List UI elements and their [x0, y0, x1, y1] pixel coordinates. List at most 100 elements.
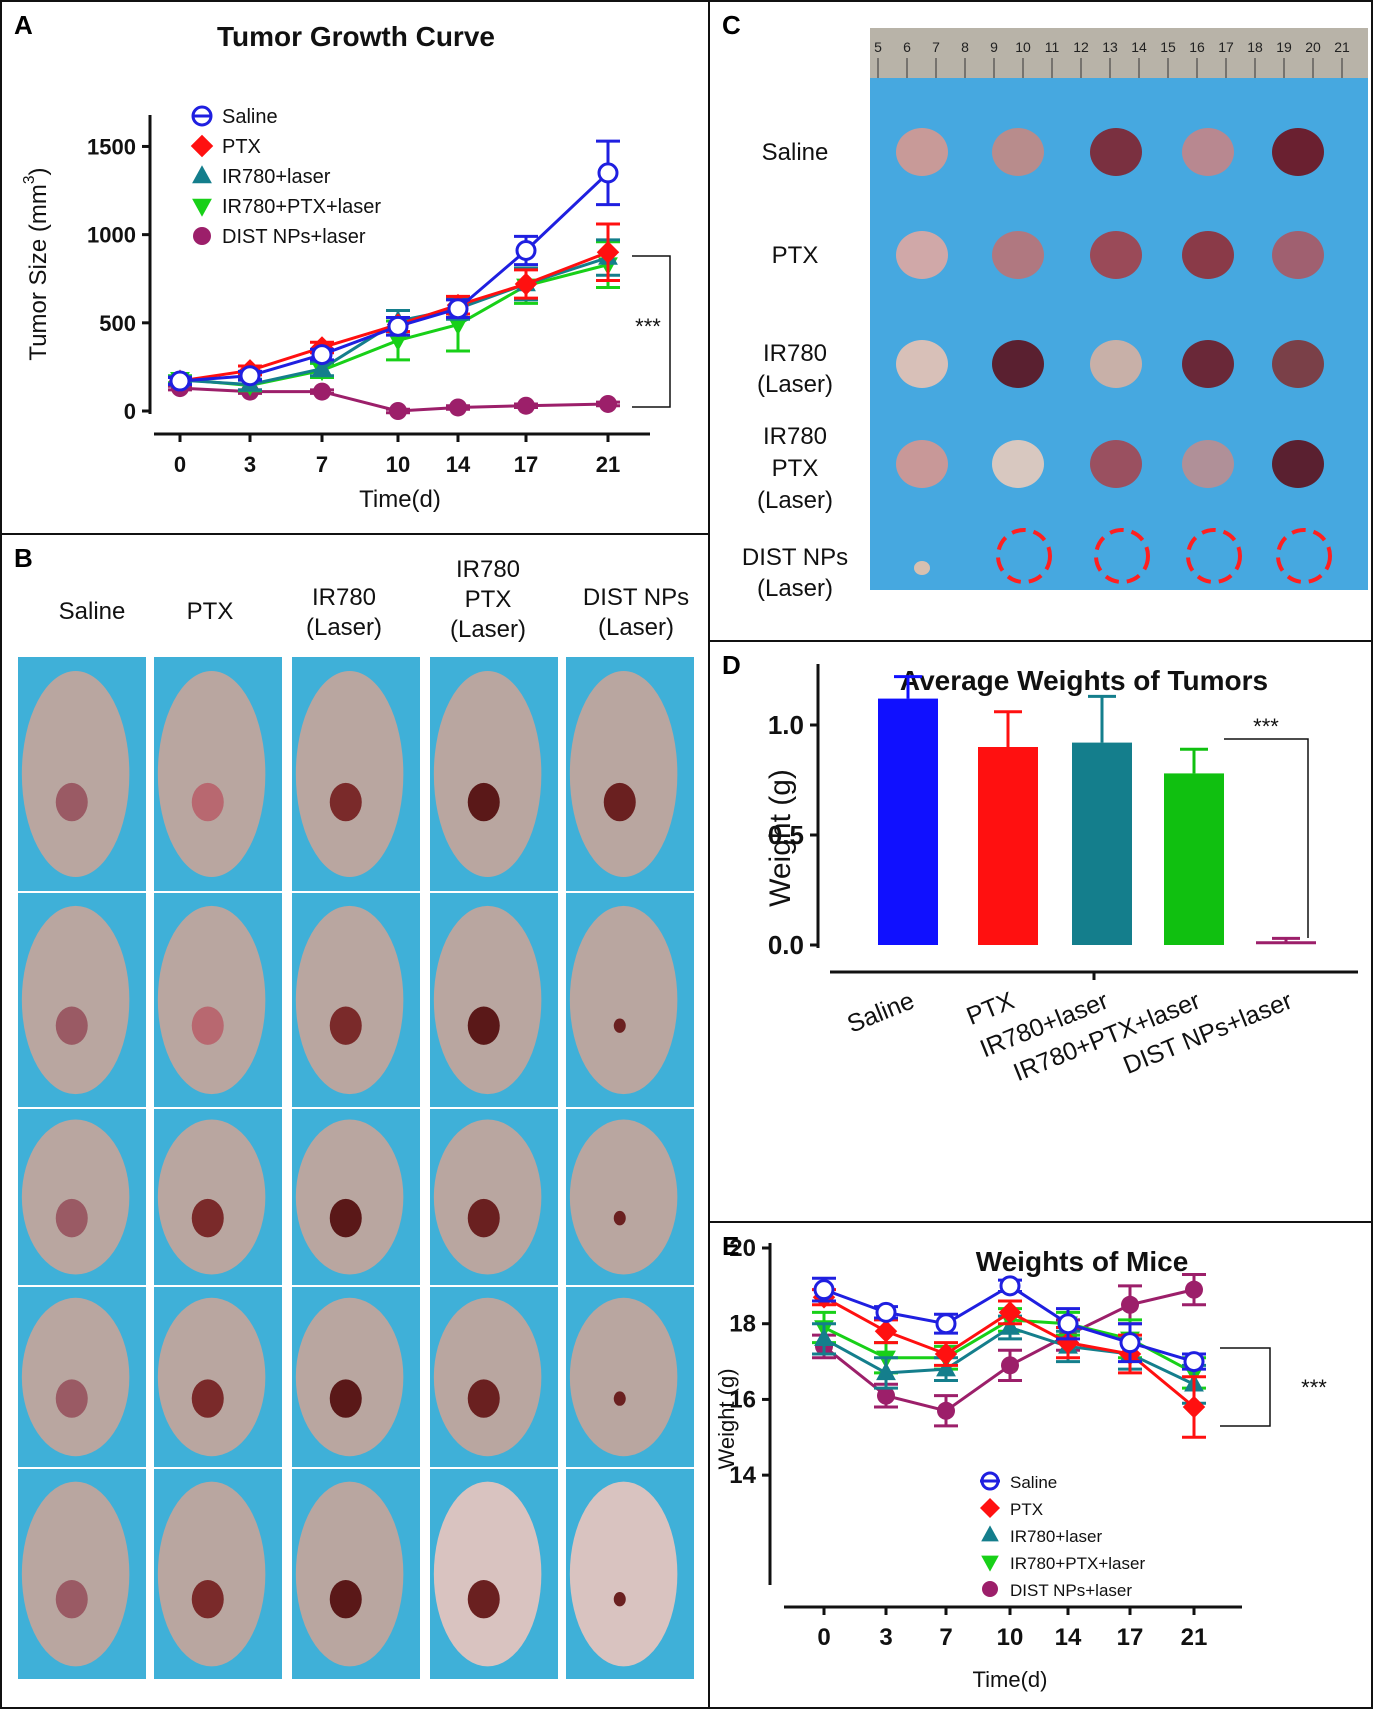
- row-label: (Laser): [757, 371, 833, 398]
- mouse-body: [569, 1119, 678, 1275]
- y-axis-label: Weight (g): [714, 1368, 739, 1469]
- y-tick-label: 500: [99, 311, 136, 336]
- y-tick-label: 0.5: [768, 820, 804, 850]
- x-tick-label: 17: [514, 452, 538, 477]
- data-point: [389, 402, 407, 420]
- mouse-photo: [566, 893, 694, 1107]
- row-label: PTX: [772, 455, 819, 482]
- data-point: [515, 240, 537, 262]
- mouse-body: [157, 671, 266, 877]
- bar: [878, 698, 938, 945]
- data-point: [239, 365, 261, 387]
- ruler-number: 20: [1305, 39, 1321, 55]
- excised-tumor: [1182, 128, 1234, 176]
- data-point: [1000, 1316, 1020, 1335]
- significance-label: ***: [1253, 714, 1279, 739]
- mouse-photo: [430, 1109, 558, 1285]
- data-point: [1121, 1295, 1139, 1314]
- excised-tumor: [1182, 440, 1234, 488]
- y-tick-label: 0.0: [768, 930, 804, 960]
- data-point: [936, 1358, 956, 1377]
- data-point: [313, 382, 331, 401]
- tumor: [191, 782, 224, 822]
- mouse-body: [21, 1481, 130, 1667]
- mouse-photo: [566, 1469, 694, 1679]
- data-point: [311, 344, 333, 366]
- chart-title: Tumor Growth Curve: [217, 21, 495, 52]
- tumor: [467, 1006, 500, 1045]
- x-axis-label: Time(d): [973, 1667, 1048, 1692]
- excised-tumor: [914, 561, 930, 575]
- data-point: [596, 241, 620, 264]
- mouse-photo: [566, 657, 694, 891]
- x-tick-label: 21: [596, 452, 620, 477]
- legend-label: Saline: [1010, 1473, 1057, 1492]
- x-tick-label: 14: [1055, 1624, 1082, 1651]
- legend-label: IR780+PTX+laser: [222, 196, 381, 218]
- mouse-body: [295, 1481, 404, 1667]
- tumor: [467, 1198, 500, 1238]
- tumor: [603, 782, 636, 822]
- mouse-body: [157, 1481, 266, 1667]
- mouse-body: [295, 1297, 404, 1457]
- tumor: [613, 1391, 626, 1406]
- mouse-photo: [292, 1287, 420, 1467]
- panel-label-b: B: [14, 543, 33, 573]
- ruler-number: 18: [1247, 39, 1263, 55]
- legend-marker: [981, 1525, 999, 1542]
- y-axis-label: Tumor Size (mm3): [21, 167, 52, 360]
- mouse-photo: [154, 1469, 282, 1679]
- mouse-body: [295, 905, 404, 1095]
- ruler-number: 15: [1160, 39, 1176, 55]
- mouse-body: [21, 671, 130, 877]
- mouse-body: [433, 905, 542, 1095]
- excised-tumor: [896, 340, 948, 388]
- mouse-body: [157, 905, 266, 1095]
- tumor: [329, 782, 362, 822]
- panel-b: B Saline PTX IR780 (Laser) IR780 PTX (Laser) DI…: [0, 533, 710, 1709]
- legend-label: PTX: [1010, 1500, 1043, 1519]
- y-tick-label: 18: [729, 1311, 756, 1338]
- column-label: IR780: [456, 556, 520, 583]
- ruler-number: 16: [1189, 39, 1205, 55]
- data-point: [875, 1301, 897, 1323]
- legend-label: DIST NPs+laser: [222, 226, 366, 248]
- y-tick-label: 0: [124, 399, 136, 424]
- column-label: (Laser): [450, 616, 526, 643]
- y-tick-label: 14: [729, 1462, 756, 1489]
- tumor: [613, 1210, 626, 1226]
- y-axis-label: Weight (g): [764, 769, 797, 907]
- data-point: [1182, 1395, 1206, 1419]
- legend-label: Saline: [222, 106, 278, 128]
- excised-tumor: [1182, 340, 1234, 388]
- data-point: [935, 1313, 957, 1335]
- excised-tumor-photo: 5 6 7 8 9 10 11 12 13 14 15 16 17 18 19 20 21 Saline PTX IR…: [742, 28, 1368, 602]
- excised-tumor: [992, 128, 1044, 176]
- excised-tumor: [896, 128, 948, 176]
- chart-title: Average Weights of Tumors: [900, 665, 1268, 696]
- tumor: [467, 1580, 500, 1619]
- mouse-body: [157, 1119, 266, 1275]
- excised-tumor: [1090, 340, 1142, 388]
- legend-marker: [192, 165, 212, 184]
- mouse-photo: [154, 1287, 282, 1467]
- data-point: [1119, 1332, 1141, 1354]
- mouse-photo: [154, 893, 282, 1107]
- mice-photo-grid: Saline PTX IR780 (Laser) IR780 PTX (Laser) DIST…: [18, 556, 694, 1679]
- y-tick-label: 1.0: [768, 710, 804, 740]
- tumor: [191, 1580, 224, 1619]
- ruler-number: 10: [1015, 39, 1031, 55]
- mouse-photo: [566, 1109, 694, 1285]
- y-axis-label-close: ): [25, 167, 52, 175]
- data-point: [874, 1320, 898, 1343]
- y-axis-label-text: Tumor Size (mm: [25, 184, 52, 360]
- mouse-body: [433, 671, 542, 877]
- tumor: [613, 1018, 626, 1033]
- excised-tumor: [1272, 128, 1324, 176]
- legend-label: DIST NPs+laser: [1010, 1581, 1132, 1600]
- tumor: [329, 1580, 362, 1619]
- mouse-photo: [292, 893, 420, 1107]
- excised-tumor: [1090, 128, 1142, 176]
- y-tick-label: 1500: [87, 134, 136, 159]
